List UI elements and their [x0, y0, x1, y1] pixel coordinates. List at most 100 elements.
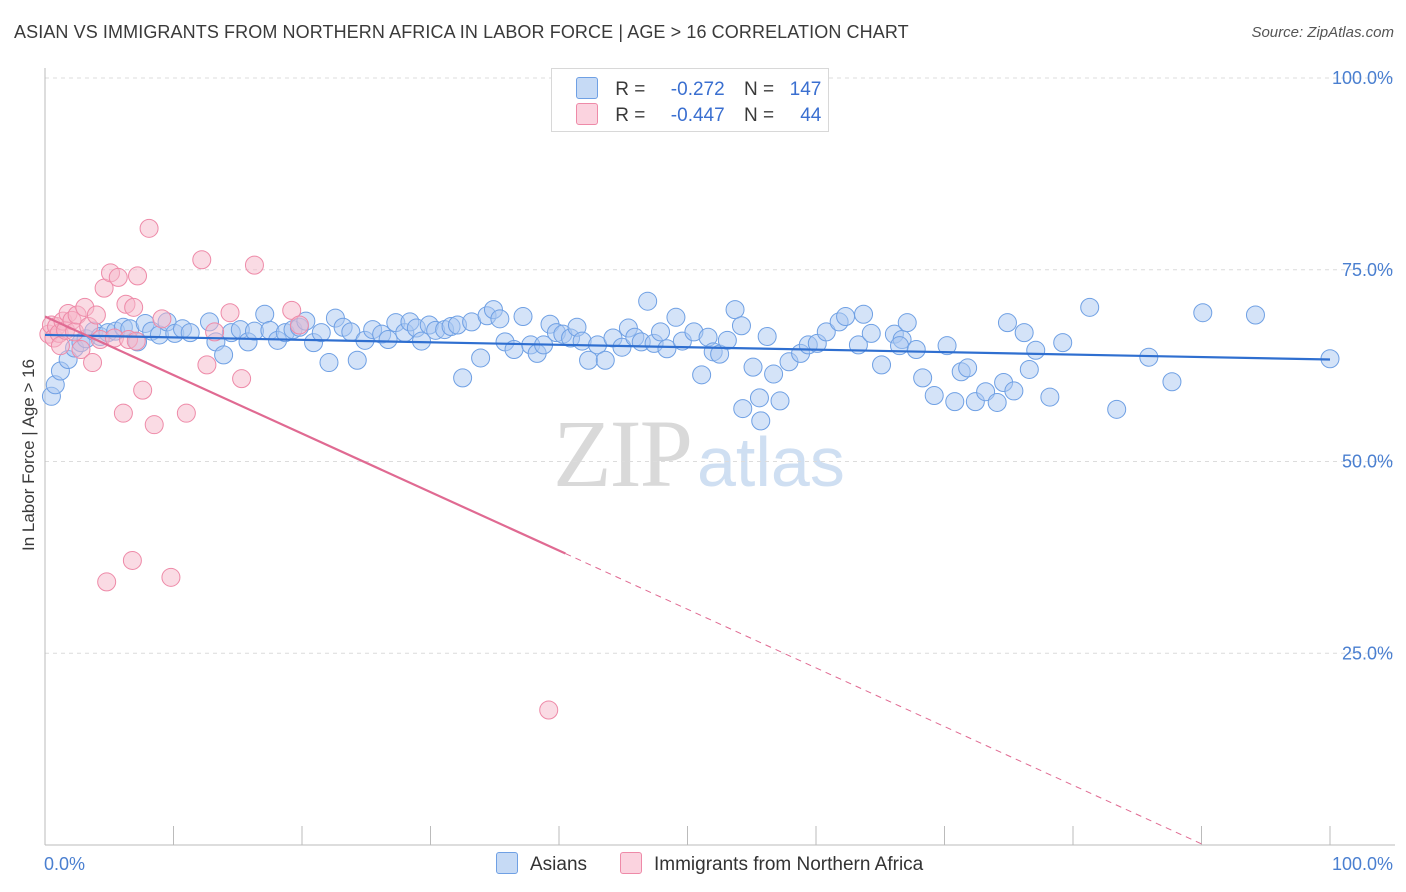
immigrants-point [83, 353, 103, 373]
asians-point [1053, 333, 1073, 353]
asians-point [854, 304, 874, 324]
tick-labels: 25.0% 50.0% 75.0% 100.0% 0.0% 100.0% [44, 68, 1393, 874]
asians-point [1004, 381, 1024, 401]
legend-row-immigrants: R = -0.447 N = 44 [576, 103, 821, 127]
asians-point [1162, 372, 1182, 392]
watermark-zip: ZIP [553, 400, 693, 507]
immigrants-point [176, 403, 196, 423]
asians-point [743, 357, 763, 377]
asians-point [319, 353, 339, 373]
asians-point [595, 350, 615, 370]
stats-legend: R = -0.272 N = 147 R = -0.447 N = 44 [551, 68, 829, 132]
points [39, 218, 1340, 720]
asians-point [1107, 399, 1127, 419]
r-value: -0.447 [670, 105, 725, 126]
asians-point [378, 330, 398, 350]
asians-point [733, 399, 753, 419]
y-tick-label: 50.0% [1342, 452, 1393, 472]
immigrants-point [113, 403, 133, 423]
asians-point [692, 365, 712, 385]
legend-item-asians: Asians [496, 852, 587, 876]
asians-legend-swatch [496, 852, 518, 874]
immigrants-trend-line [44, 315, 566, 555]
immigrants-point [220, 303, 240, 323]
asians-point [513, 307, 533, 327]
asians-point [1026, 340, 1046, 360]
immigrants-point [539, 700, 559, 720]
r-value: -0.272 [670, 79, 725, 100]
trend-lines [44, 315, 1331, 846]
asians-point [255, 304, 275, 324]
immigrants-point [108, 267, 128, 287]
asians-point [913, 368, 933, 388]
axes [44, 68, 1395, 846]
legend-row-asians: R = -0.272 N = 147 [576, 77, 821, 101]
asians-trend-line [44, 333, 1331, 361]
asians-swatch [576, 77, 598, 99]
immigrants-point [192, 250, 212, 270]
immigrants-point [97, 572, 117, 592]
asians-point [180, 323, 200, 343]
immigrants-series [39, 218, 559, 720]
asians-point [1040, 387, 1060, 407]
asians-legend-label: Asians [530, 854, 588, 875]
asians-point [1019, 359, 1039, 379]
asians-point [816, 322, 836, 342]
immigrants-legend-swatch [620, 852, 642, 874]
asians-point [872, 355, 892, 375]
immigrants-point [232, 369, 252, 389]
asians-point [1193, 303, 1213, 323]
grid [45, 77, 1395, 654]
asians-point [725, 300, 745, 320]
asians-point [490, 309, 510, 329]
asians-point [861, 323, 881, 343]
asians-point [347, 350, 367, 370]
immigrants-point [128, 266, 148, 286]
asians-point [749, 388, 769, 408]
asians-point [657, 339, 677, 359]
y-axis-label: In Labor Force | Age > 16 [19, 359, 38, 551]
chart-title: ASIAN VS IMMIGRANTS FROM NORTHERN AFRICA… [14, 22, 909, 42]
chart-source: Source: ZipAtlas.com [1251, 24, 1394, 41]
asians-point [770, 391, 790, 411]
y-tick-label: 25.0% [1342, 643, 1393, 663]
watermark-atlas: atlas [697, 423, 845, 501]
asians-point [1080, 297, 1100, 317]
x-tick-label: 100.0% [1332, 854, 1393, 874]
immigrants-point [205, 322, 225, 342]
n-value: 44 [800, 105, 822, 126]
watermark: ZIPatlas [553, 398, 845, 509]
immigrants-point [126, 331, 146, 351]
asians-point [751, 411, 771, 431]
immigrants-point [282, 300, 302, 320]
immigrants-legend-label: Immigrants from Northern Africa [654, 854, 924, 875]
n-label: N = [743, 79, 775, 100]
asians-point [471, 348, 491, 368]
immigrants-point [244, 255, 264, 275]
asians-point [997, 313, 1017, 333]
asians-point [717, 330, 737, 350]
n-value: 147 [789, 79, 822, 100]
asians-point [945, 392, 965, 412]
immigrants-point [122, 550, 142, 570]
y-tick-label: 100.0% [1332, 68, 1393, 88]
immigrants-point [197, 355, 217, 375]
asians-point [924, 386, 944, 406]
asians-point [1014, 323, 1034, 343]
asians-point [453, 368, 473, 388]
immigrants-point [124, 297, 144, 317]
asians-point [666, 307, 686, 327]
r-label: R = [615, 105, 646, 126]
x-tick-label: 0.0% [44, 854, 85, 874]
asians-point [958, 358, 978, 378]
asians-point [937, 336, 957, 356]
asians-point [764, 364, 784, 384]
asians-point [757, 326, 777, 346]
asians-point [836, 307, 856, 327]
y-tick-label: 75.0% [1342, 260, 1393, 280]
legend-item-immigrants: Immigrants from Northern Africa [620, 852, 923, 876]
asians-point [897, 313, 917, 333]
immigrants-trend-line [565, 553, 1205, 846]
immigrants-point [86, 305, 106, 325]
